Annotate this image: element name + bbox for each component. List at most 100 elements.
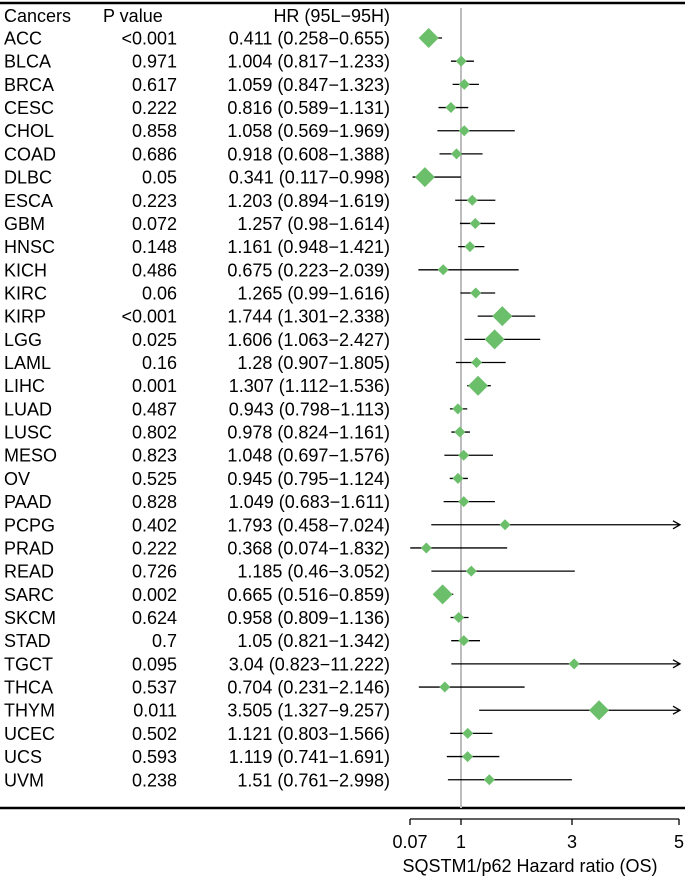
row-cancer-label: BLCA bbox=[4, 52, 51, 72]
row-hr-text: 1.119 (0.741−1.691) bbox=[229, 747, 390, 767]
x-tick-label: 1 bbox=[456, 832, 466, 852]
row-pvalue: 0.025 bbox=[132, 330, 177, 350]
row-hr-text: 1.059 (0.847−1.323) bbox=[227, 75, 390, 95]
row-pvalue: 0.624 bbox=[132, 608, 177, 628]
row-pvalue: 0.222 bbox=[132, 538, 177, 558]
header-cancers: Cancers bbox=[4, 6, 71, 26]
row-hr-text: 0.665 (0.516−0.859) bbox=[227, 585, 390, 605]
hr-marker bbox=[437, 264, 449, 276]
row-cancer-label: HNSC bbox=[4, 237, 55, 257]
row-pvalue: 0.402 bbox=[132, 515, 177, 535]
row-cancer-label: SKCM bbox=[4, 608, 56, 628]
row-cancer-label: UVM bbox=[4, 770, 44, 790]
row-pvalue: 0.823 bbox=[132, 446, 177, 466]
x-axis: 0.07 1 3 5 bbox=[392, 818, 684, 852]
row-hr-text: 0.943 (0.798−1.113) bbox=[229, 399, 390, 419]
row-hr-text: 0.978 (0.824−1.161) bbox=[227, 423, 390, 443]
row-pvalue: 0.487 bbox=[132, 399, 177, 419]
row-hr-text: 1.203 (0.894−1.619) bbox=[227, 191, 390, 211]
hr-markers bbox=[414, 28, 610, 786]
row-hr-text: 0.816 (0.589−1.131) bbox=[227, 98, 390, 118]
row-hr-text: 0.918 (0.608−1.388) bbox=[227, 144, 390, 164]
row-cancer-label: OV bbox=[4, 469, 30, 489]
row-hr-text: 1.121 (0.803−1.566) bbox=[227, 724, 390, 744]
hr-marker bbox=[458, 449, 470, 461]
hr-marker bbox=[455, 55, 467, 67]
row-cancer-label: UCEC bbox=[4, 724, 55, 744]
row-hr-text: 1.51 (0.761−2.998) bbox=[237, 770, 390, 790]
row-pvalue: 0.686 bbox=[132, 144, 177, 164]
row-cancer-label: CESC bbox=[4, 98, 54, 118]
ci-arrow bbox=[672, 659, 682, 669]
row-cancer-label: COAD bbox=[4, 144, 56, 164]
hr-marker bbox=[462, 751, 474, 763]
row-hr-text: 1.307 (1.112−1.536) bbox=[229, 376, 390, 396]
row-hr-text: 1.28 (0.907−1.805) bbox=[237, 353, 390, 373]
row-hr-text: 0.945 (0.795−1.124) bbox=[227, 469, 390, 489]
row-pvalue: 0.072 bbox=[132, 214, 177, 234]
row-cancer-label: LUSC bbox=[4, 423, 52, 443]
ci-arrow bbox=[672, 520, 682, 530]
hr-marker bbox=[414, 167, 435, 188]
row-hr-text: 3.04 (0.823−11.222) bbox=[229, 654, 390, 674]
row-hr-text: 0.411 (0.258−0.655) bbox=[229, 29, 390, 49]
x-tick-label: 5 bbox=[674, 832, 684, 852]
row-pvalue: 0.726 bbox=[132, 562, 177, 582]
row-hr-text: 1.05 (0.821−1.342) bbox=[237, 631, 390, 651]
row-pvalue: 0.7 bbox=[152, 631, 177, 651]
hr-marker bbox=[469, 217, 481, 229]
row-cancer-label: LAML bbox=[4, 353, 51, 373]
row-cancer-label: KIRP bbox=[4, 307, 46, 327]
hr-marker bbox=[420, 542, 432, 554]
hr-marker bbox=[458, 496, 470, 508]
row-pvalue: 0.16 bbox=[142, 353, 177, 373]
row-pvalue: 0.05 bbox=[142, 168, 177, 188]
hr-marker bbox=[492, 306, 513, 327]
row-hr-text: 1.161 (0.948−1.421) bbox=[227, 237, 390, 257]
row-hr-text: 1.257 (0.98−1.614) bbox=[237, 214, 390, 234]
row-pvalue: 0.002 bbox=[132, 585, 177, 605]
row-pvalue: 0.095 bbox=[132, 654, 177, 674]
row-cancer-label: PRAD bbox=[4, 538, 54, 558]
row-pvalue: 0.802 bbox=[132, 423, 177, 443]
hr-marker bbox=[462, 727, 474, 739]
hr-marker bbox=[484, 329, 505, 350]
row-cancer-label: ACC bbox=[4, 29, 42, 49]
row-cancer-label: PCPG bbox=[4, 515, 55, 535]
row-pvalue: 0.011 bbox=[133, 701, 177, 721]
row-cancer-label: THCA bbox=[4, 678, 53, 698]
hr-marker bbox=[458, 125, 470, 137]
confidence-intervals bbox=[410, 37, 682, 781]
row-pvalue: 0.222 bbox=[132, 98, 177, 118]
row-hr-text: 1.049 (0.683−1.611) bbox=[229, 492, 390, 512]
row-cancer-label: GBM bbox=[4, 214, 45, 234]
row-cancer-label: PAAD bbox=[4, 492, 52, 512]
row-pvalue: 0.06 bbox=[142, 283, 177, 303]
row-pvalue: <0.001 bbox=[121, 307, 177, 327]
row-hr-text: 0.368 (0.074−1.832) bbox=[227, 538, 390, 558]
x-tick-label: 0.07 bbox=[392, 832, 427, 852]
x-tick-label: 3 bbox=[567, 832, 577, 852]
row-hr-text: 1.793 (0.458−7.024) bbox=[227, 515, 390, 535]
hr-marker bbox=[458, 635, 470, 647]
row-pvalue: 0.617 bbox=[132, 75, 177, 95]
row-cancer-label: BRCA bbox=[4, 75, 54, 95]
row-pvalue: 0.238 bbox=[132, 770, 177, 790]
row-cancer-label: DLBC bbox=[4, 168, 52, 188]
row-pvalue: <0.001 bbox=[121, 29, 177, 49]
row-pvalue: 0.148 bbox=[132, 237, 177, 257]
row-hr-text: 1.004 (0.817−1.233) bbox=[227, 52, 390, 72]
row-cancer-label: CHOL bbox=[4, 121, 54, 141]
hr-marker bbox=[471, 357, 483, 369]
row-hr-text: 1.265 (0.99−1.616) bbox=[237, 283, 390, 303]
row-pvalue: 0.593 bbox=[132, 747, 177, 767]
row-pvalue: 0.001 bbox=[132, 376, 177, 396]
hr-marker bbox=[466, 194, 478, 206]
row-pvalue: 0.525 bbox=[132, 469, 177, 489]
row-hr-text: 1.606 (1.063−2.427) bbox=[227, 330, 390, 350]
hr-marker bbox=[418, 28, 439, 48]
hr-marker bbox=[458, 78, 470, 90]
row-hr-text: 1.744 (1.301−2.338) bbox=[227, 307, 390, 327]
row-labels: ACC <0.001 0.411 (0.258−0.655) BLCA 0.971 1.0… bbox=[4, 29, 390, 791]
